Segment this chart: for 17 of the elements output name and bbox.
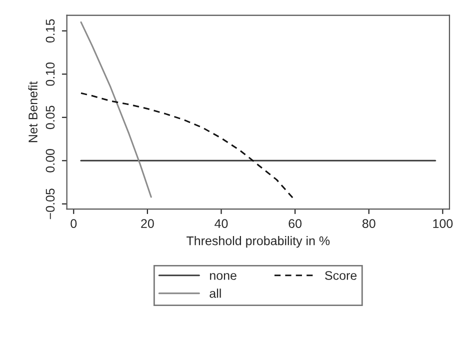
legend-label: Score (325, 271, 357, 280)
x-tick-label: 60 (288, 219, 302, 228)
y-tick-label: −0.05 (46, 188, 55, 220)
x-tick-label: 0 (70, 219, 77, 228)
y-tick-label: 0.10 (46, 62, 55, 86)
x-tick-label: 80 (362, 219, 376, 228)
y-tick-label: 0.05 (46, 106, 55, 130)
x-tick-label: 100 (433, 219, 453, 228)
legend-label: none (210, 273, 236, 280)
y-tick-label: 0.00 (46, 148, 55, 172)
legend-label: all (210, 288, 221, 298)
y-tick-label: 0.15 (46, 19, 55, 43)
x-tick-label: 40 (214, 219, 228, 228)
line-series (80, 21, 152, 198)
y-axis-title: Net Benefit (28, 81, 38, 142)
x-tick-label: 20 (141, 219, 154, 228)
x-axis-title: Threshold probability in % (186, 236, 330, 248)
